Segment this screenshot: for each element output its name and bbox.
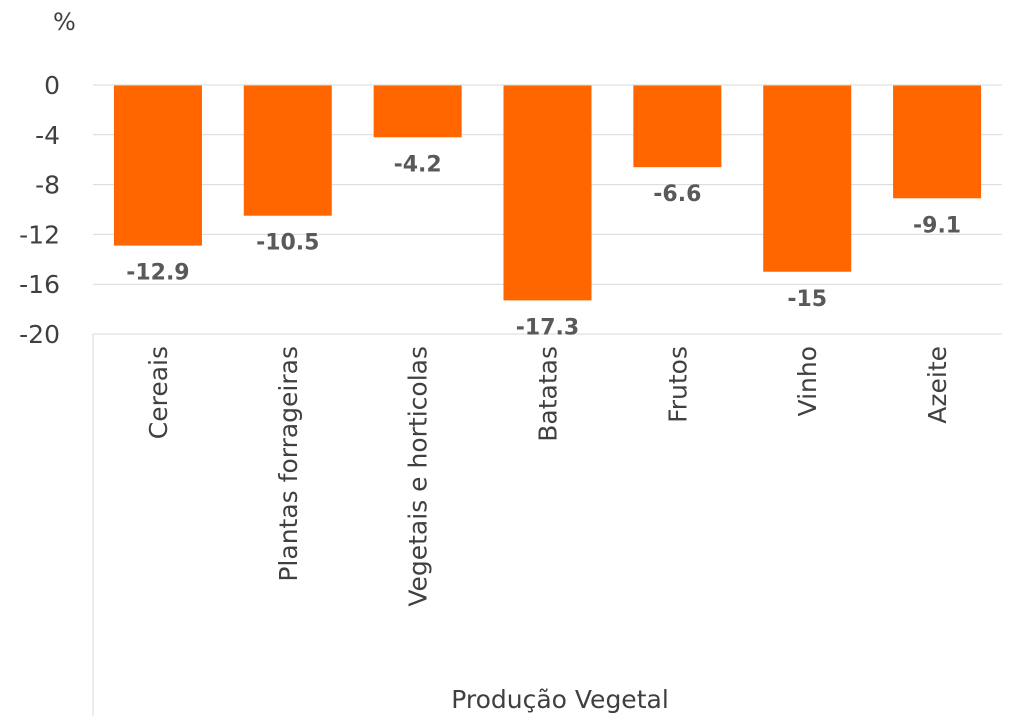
data-label: -17.3 <box>516 315 579 340</box>
category-label: Vegetais e horticolas <box>404 346 433 607</box>
bar <box>763 85 852 272</box>
bar <box>113 85 202 246</box>
y-axis-unit-label: % <box>53 8 76 36</box>
bar <box>893 85 982 199</box>
category-labels: Cereais Plantas forrageiras Vegetais e hor… <box>144 346 952 607</box>
category-label: Frutos <box>663 346 692 423</box>
data-label: -4.2 <box>394 152 442 177</box>
data-labels: -12.9 -10.5 -4.2 -17.3 -6.6 -15 -9.1 <box>126 152 961 340</box>
y-tick-label: -20 <box>19 320 60 349</box>
y-tick-label: -4 <box>35 121 60 150</box>
bar <box>373 85 462 138</box>
data-label: -9.1 <box>913 213 961 238</box>
category-label: Cereais <box>144 346 173 439</box>
bar <box>503 85 592 301</box>
y-tick-label: -8 <box>35 171 60 200</box>
y-tick-label: -12 <box>19 220 60 249</box>
x-axis-title: Produção Vegetal <box>451 685 669 714</box>
data-label: -6.6 <box>653 182 701 207</box>
y-tick-labels: 0 -4 -8 -12 -16 -20 <box>19 71 60 349</box>
category-label: Plantas forrageiras <box>274 346 303 582</box>
data-label: -12.9 <box>126 261 189 286</box>
y-tick-label: -16 <box>19 270 60 299</box>
bar <box>633 85 722 168</box>
bar <box>243 85 332 216</box>
data-label: -15 <box>787 287 827 312</box>
category-label: Batatas <box>534 346 563 442</box>
data-label: -10.5 <box>256 231 319 256</box>
y-tick-label: 0 <box>44 71 60 100</box>
bars <box>113 85 982 301</box>
axes <box>92 84 1002 716</box>
category-label: Azeite <box>923 346 952 424</box>
category-label: Vinho <box>793 346 822 416</box>
